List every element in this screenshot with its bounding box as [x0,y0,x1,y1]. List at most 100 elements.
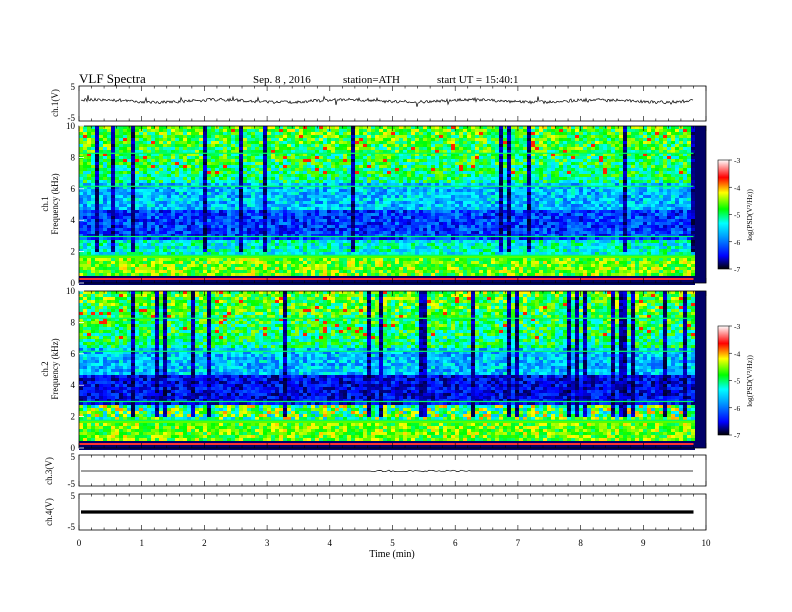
spectrogram-cell [347,240,351,243]
spectrogram-cell [219,204,223,207]
spectrogram-cell [351,207,355,210]
spectrogram-cell [171,258,175,261]
spectrogram-cell [379,174,383,177]
spectrogram-cell [375,174,379,177]
spectrogram-cell [235,129,239,132]
spectrogram-cell [363,129,367,132]
spectrogram-cell [115,147,119,150]
spectrogram-cell [391,156,395,159]
spectrogram-cell [179,138,183,141]
spectrogram-cell [259,219,263,222]
spectrogram-cell [439,171,443,174]
spectrogram-cell [199,141,203,144]
spectrogram-cell [367,216,371,219]
spectrogram-cell [115,276,119,279]
spectrogram-cell [399,195,403,198]
spectrogram-cell [431,255,435,258]
spectrogram-cell [275,207,279,210]
spectrogram-cell [383,141,387,144]
spectrogram-cell [351,225,355,228]
spectrogram-cell [303,195,307,198]
spectrogram-cell [99,174,103,177]
spectrogram-cell [299,174,303,177]
spectrogram-cell [295,165,299,168]
spectrogram-cell [287,186,291,189]
spectrogram-cell [271,171,275,174]
spectrogram-cell [275,255,279,258]
spectrogram-cell [111,180,115,183]
spectrogram-cell [423,159,427,162]
spectrogram-cell [211,135,215,138]
spectrogram-cell [303,282,307,285]
spectrogram-cell [127,273,131,276]
spectrogram-cell [435,237,439,240]
spectrogram-cell [267,276,271,279]
spectrogram-cell [95,132,99,135]
spectrogram-cell [135,150,139,153]
spectrogram-cell [223,195,227,198]
spectrogram-cell [319,267,323,270]
spectrogram-cell [383,246,387,249]
spectrogram-cell [359,162,363,165]
spectrogram-cell [323,225,327,228]
spectrogram-cell [187,183,191,186]
spectrogram-cell [407,267,411,270]
spectrogram-cell [247,267,251,270]
spectrogram-cell [87,147,91,150]
spectrogram-cell [207,282,211,285]
spectrogram-cell [151,132,155,135]
spectrogram-cell [143,180,147,183]
spectrogram-cell [375,153,379,156]
spectrogram-cell [115,255,119,258]
spectrogram-cell [351,189,355,192]
spectrogram-cell [243,264,247,267]
spectrogram-cell [403,198,407,201]
spectrogram-cell [339,252,343,255]
spectrogram-cell [379,180,383,183]
spectrogram-cell [83,195,87,198]
spectrogram-cell [179,225,183,228]
spectrogram-cell [167,273,171,276]
spectrogram-cell [243,165,247,168]
spectrogram-cell [435,171,439,174]
spectrogram-cell [399,171,403,174]
spectrogram-cell [131,147,135,150]
spectrogram-cell [283,162,287,165]
spectrogram-cell [375,168,379,171]
spectrogram-cell [295,138,299,141]
spectrogram-cell [259,198,263,201]
spectrogram-cell [199,171,203,174]
spectrogram-cell [331,282,335,285]
spectrogram-cell [427,186,431,189]
ch1-waveform-line [80,95,694,107]
spectrogram-cell [391,150,395,153]
spectrogram-cell [339,210,343,213]
spectrogram-cell [383,165,387,168]
spectrogram-cell [423,252,427,255]
spectrogram-cell [191,258,195,261]
spectrogram-cell [283,183,287,186]
spectrogram-cell [275,138,279,141]
spectrogram-cell [119,165,123,168]
spectrogram-cell [215,207,219,210]
spectrogram-cell [379,276,383,279]
spectrogram-cell [223,249,227,252]
spectrogram-cell [95,234,99,237]
spectrogram-cell [171,168,175,171]
spectrogram-cell [191,273,195,276]
spectrogram-cell [139,228,143,231]
spectrogram-cell [223,258,227,261]
spectrogram-cell [211,273,215,276]
spectrogram-cell [295,162,299,165]
spectrogram-cell [87,195,91,198]
spectrogram-cell [239,282,243,285]
spectrogram-cell [183,210,187,213]
spectrogram-cell [207,207,211,210]
spectrogram-cell [259,180,263,183]
spectrogram-cell [299,138,303,141]
spectrogram-cell [163,261,167,264]
spectrogram-cell [239,273,243,276]
spectrogram-cell [83,231,87,234]
spectrogram-cell [403,249,407,252]
spectrogram-cell [103,237,107,240]
